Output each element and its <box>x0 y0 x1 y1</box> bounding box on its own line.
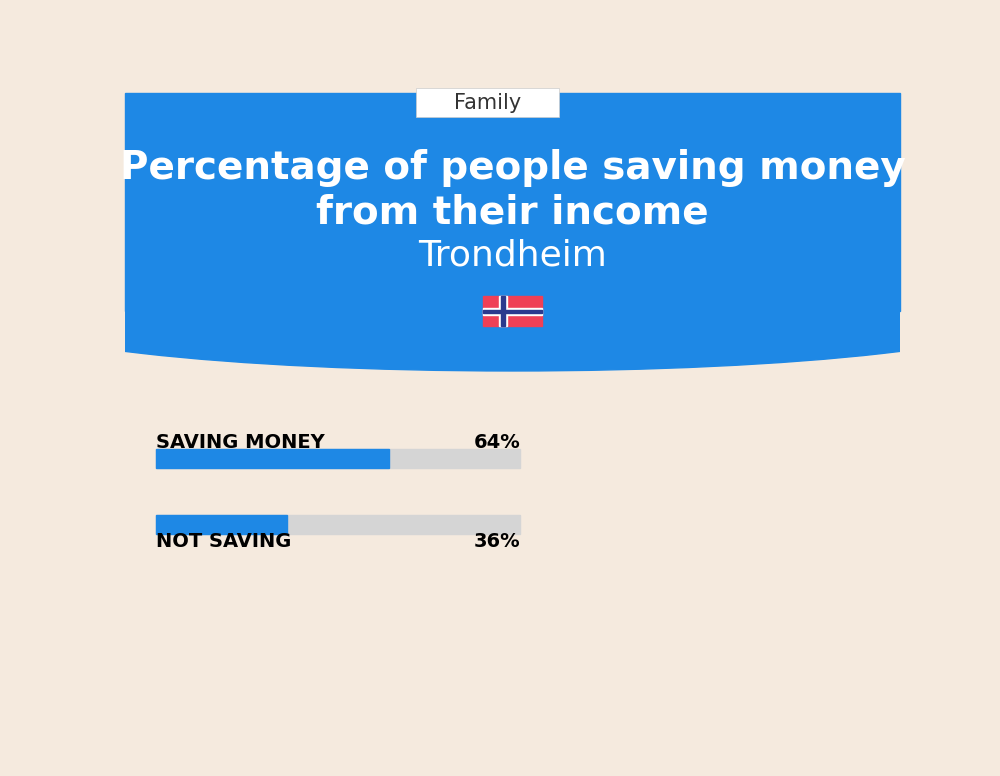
Text: from their income: from their income <box>316 194 709 231</box>
Bar <box>156 449 520 469</box>
Bar <box>156 515 287 534</box>
Bar <box>499 296 507 326</box>
Text: Family: Family <box>454 92 521 113</box>
Bar <box>156 515 520 534</box>
Text: Percentage of people saving money: Percentage of people saving money <box>120 149 905 187</box>
Bar <box>483 296 542 326</box>
Bar <box>501 296 505 326</box>
Bar <box>156 449 389 469</box>
Text: Trondheim: Trondheim <box>418 239 607 272</box>
Text: SAVING MONEY: SAVING MONEY <box>156 433 325 452</box>
Text: NOT SAVING: NOT SAVING <box>156 532 291 551</box>
FancyBboxPatch shape <box>416 88 559 117</box>
Ellipse shape <box>0 251 1000 371</box>
Bar <box>483 308 542 314</box>
Text: 36%: 36% <box>474 532 520 551</box>
Text: 64%: 64% <box>474 433 520 452</box>
Bar <box>483 310 542 313</box>
Bar <box>125 93 900 311</box>
